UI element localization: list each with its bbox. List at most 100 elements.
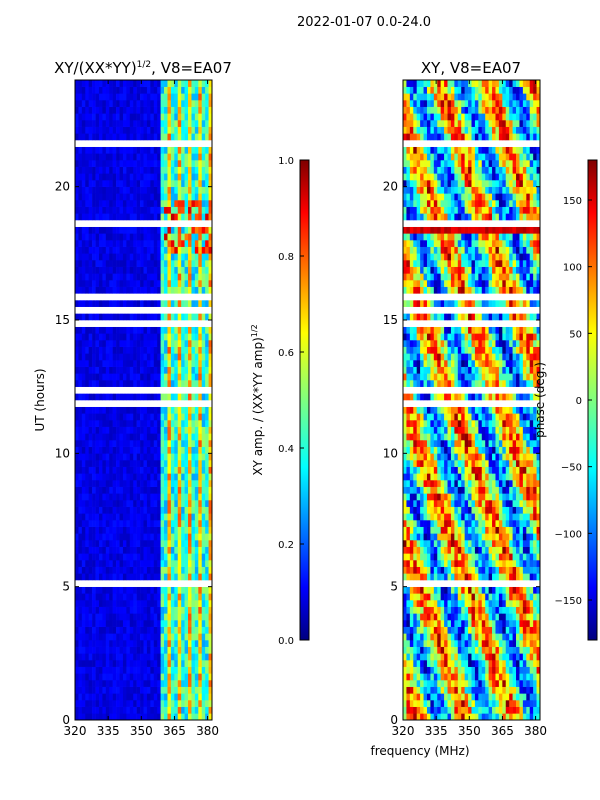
amplitude-cell xyxy=(191,180,196,187)
phase-cell xyxy=(536,646,540,654)
amplitude-cell xyxy=(170,120,175,127)
amplitude-cell xyxy=(133,506,137,514)
amplitude-cell xyxy=(194,306,199,314)
amplitude-cell xyxy=(177,93,182,101)
amplitude-cell xyxy=(170,526,175,534)
amplitude-cell xyxy=(136,633,141,641)
phase-cell xyxy=(492,700,496,707)
amplitude-cell xyxy=(129,393,134,401)
amplitude-cell xyxy=(116,613,120,621)
amplitude-cell xyxy=(105,333,110,341)
amplitude-cell xyxy=(133,553,137,561)
amplitude-cell xyxy=(140,633,144,641)
phase-cell xyxy=(522,686,527,694)
amplitude-cell xyxy=(188,200,192,207)
amplitude-cell xyxy=(122,633,127,641)
amplitude-cell xyxy=(170,546,175,554)
amplitude-cell xyxy=(105,533,110,541)
amplitude-cell xyxy=(191,300,196,307)
phase-cell xyxy=(529,613,534,621)
amplitude-cell xyxy=(98,560,103,567)
amplitude-cell xyxy=(122,240,127,247)
amplitude-cell xyxy=(181,713,185,720)
phase-cell xyxy=(464,546,469,554)
phase-cell xyxy=(461,566,465,574)
phase-cell xyxy=(516,553,520,561)
amplitude-cell xyxy=(75,513,79,521)
amplitude-cell xyxy=(102,606,107,614)
amplitude-cell xyxy=(92,206,96,214)
amplitude-cell xyxy=(140,653,144,661)
amplitude-cell xyxy=(157,326,161,334)
phase-cell xyxy=(406,666,411,674)
amplitude-cell xyxy=(129,220,134,227)
amplitude-cell xyxy=(133,593,137,601)
amplitude-cell xyxy=(201,240,206,247)
amplitude-cell xyxy=(129,313,134,321)
amplitude-cell xyxy=(105,460,110,467)
amplitude-cell xyxy=(177,600,182,607)
amplitude-cell xyxy=(95,246,100,254)
amplitude-cell xyxy=(136,473,141,481)
amplitude-cell xyxy=(88,180,93,187)
phase-cell xyxy=(471,586,476,594)
amplitude-cell xyxy=(136,360,141,367)
amplitude-cell xyxy=(198,626,203,634)
phase-cell xyxy=(444,713,448,720)
amplitude-cell xyxy=(198,633,203,641)
phase-cell xyxy=(478,586,483,594)
phase-cell xyxy=(420,680,424,687)
amplitude-cell xyxy=(109,406,113,414)
amplitude-cell xyxy=(116,240,120,247)
amplitude-cell xyxy=(75,440,79,447)
amplitude-cell xyxy=(85,180,89,187)
amplitude-cell xyxy=(194,366,199,374)
amplitude-cell xyxy=(157,620,161,627)
phase-cell xyxy=(461,546,465,554)
amplitude-cell xyxy=(191,133,196,141)
amplitude-cell xyxy=(133,520,137,527)
amplitude-cell xyxy=(136,506,141,514)
amplitude-cell xyxy=(92,153,96,161)
amplitude-cell xyxy=(122,193,127,201)
amplitude-cell xyxy=(78,413,83,421)
phase-cell xyxy=(423,580,428,587)
amplitude-cell xyxy=(105,540,110,547)
phase-cell xyxy=(502,566,507,574)
amplitude-cell xyxy=(157,693,161,701)
amplitude-cell xyxy=(174,533,179,541)
amplitude-cell xyxy=(177,393,182,401)
amplitude-cell xyxy=(116,313,120,321)
amplitude-cell xyxy=(116,280,120,287)
amplitude-cell xyxy=(81,320,86,327)
amplitude-cell xyxy=(78,226,83,234)
amplitude-cell xyxy=(105,346,110,354)
amplitude-cell xyxy=(92,286,96,294)
phase-cell xyxy=(437,566,441,574)
amplitude-cell xyxy=(150,713,155,720)
amplitude-cell xyxy=(122,426,127,434)
amplitude-cell xyxy=(112,180,117,187)
amplitude-cell xyxy=(133,180,137,187)
amplitude-cell xyxy=(129,100,134,107)
amplitude-cell xyxy=(119,140,124,147)
amplitude-cell xyxy=(92,313,96,321)
amplitude-cell xyxy=(105,700,110,707)
phase-cell xyxy=(420,606,424,614)
amplitude-cell xyxy=(119,353,124,361)
amplitude-cell xyxy=(146,466,151,474)
amplitude-cell xyxy=(136,266,141,274)
amplitude-cell xyxy=(78,320,83,327)
amplitude-cell xyxy=(208,433,212,441)
phase-cell xyxy=(533,586,537,594)
amplitude-cell xyxy=(167,406,172,414)
amplitude-cell xyxy=(119,620,124,627)
amplitude-cell xyxy=(109,293,113,301)
amplitude-cell xyxy=(181,226,185,234)
amplitude-cell xyxy=(92,166,96,174)
amplitude-cell xyxy=(102,300,107,307)
amplitude-cell xyxy=(188,366,192,374)
amplitude-cell xyxy=(160,260,165,267)
amplitude-cell xyxy=(205,146,209,154)
